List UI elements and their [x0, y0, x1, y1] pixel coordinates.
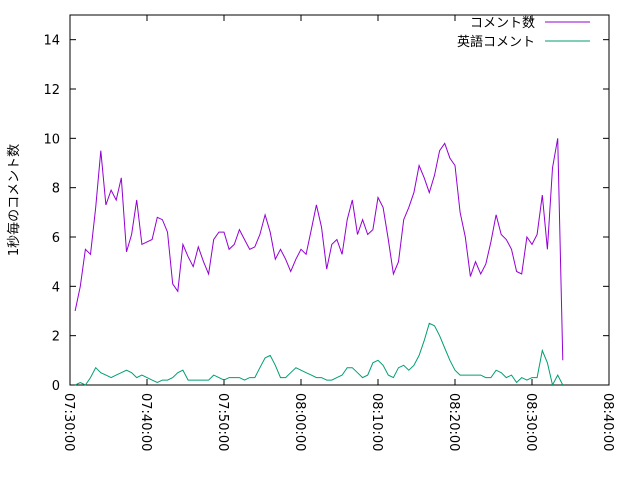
plot-border — [69, 14, 610, 386]
legend-label: コメント数 — [470, 16, 535, 31]
x-tick-label: 07:40:00 — [138, 393, 153, 451]
y-tick-label: 4 — [52, 280, 60, 295]
x-tick-label: 08:10:00 — [369, 393, 384, 451]
series-line — [74, 322, 564, 387]
x-tick-label: 08:30:00 — [523, 393, 538, 451]
y-tick-label: 0 — [52, 379, 60, 394]
y-tick-label: 8 — [52, 182, 60, 197]
x-tick-label: 08:40:00 — [600, 393, 615, 451]
x-tick-label: 08:20:00 — [446, 393, 461, 451]
x-tick-label: 07:30:00 — [61, 393, 76, 451]
y-axis-label: 1秒毎のコメント数 — [6, 144, 22, 256]
x-tick-label: 07:50:00 — [215, 393, 230, 451]
legend-label: 英語コメント — [457, 34, 535, 50]
y-tick-label: 10 — [43, 132, 60, 147]
y-tick-label: 14 — [43, 34, 60, 49]
y-tick-label: 12 — [43, 83, 60, 98]
y-tick-label: 6 — [52, 231, 60, 246]
y-tick-label: 2 — [52, 330, 60, 345]
series-line — [74, 138, 564, 361]
x-tick-label: 08:00:00 — [292, 393, 307, 451]
